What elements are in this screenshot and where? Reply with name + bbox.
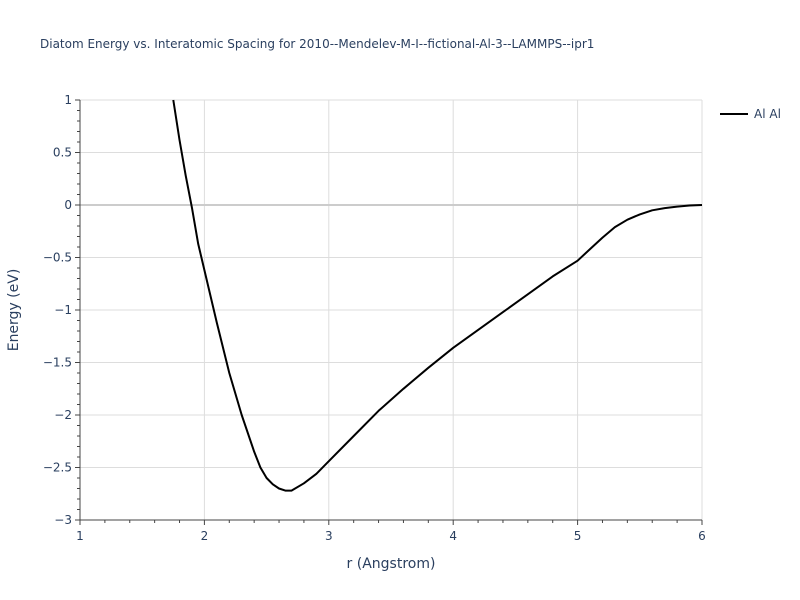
y-tick-label: −2 xyxy=(54,408,72,422)
grid-lines xyxy=(80,99,703,520)
x-tick-label: 5 xyxy=(574,529,582,543)
y-tick-label: 0 xyxy=(64,198,72,212)
y-tick-label: 0.5 xyxy=(53,146,72,160)
y-tick-label: −0.5 xyxy=(43,251,72,265)
axes xyxy=(75,99,703,525)
y-tick-label: −3 xyxy=(54,513,72,527)
x-tick-label: 2 xyxy=(201,529,209,543)
y-tick-label: −2.5 xyxy=(43,461,72,475)
x-tick-label: 4 xyxy=(449,529,457,543)
legend[interactable]: Al Al xyxy=(720,107,781,121)
x-tick-label: 6 xyxy=(698,529,706,543)
legend-label-al-al: Al Al xyxy=(754,107,781,121)
y-tick-label: 1 xyxy=(64,93,72,107)
tick-labels: 1 2 3 4 5 6 1 0.5 0 −0.5 −1 −1.5 −2 −2.5 −3 xyxy=(43,93,706,543)
x-axis-label: r (Angstrom) xyxy=(347,556,436,572)
chart-title: Diatom Energy vs. Interatomic Spacing fo… xyxy=(40,37,595,51)
x-tick-label: 3 xyxy=(325,529,333,543)
y-tick-label: −1 xyxy=(54,303,72,317)
y-axis-label: Energy (eV) xyxy=(6,269,22,352)
y-tick-label: −1.5 xyxy=(43,356,72,370)
series-layer xyxy=(172,99,703,492)
x-tick-label: 1 xyxy=(76,529,84,543)
series-line-al-al xyxy=(172,99,703,492)
